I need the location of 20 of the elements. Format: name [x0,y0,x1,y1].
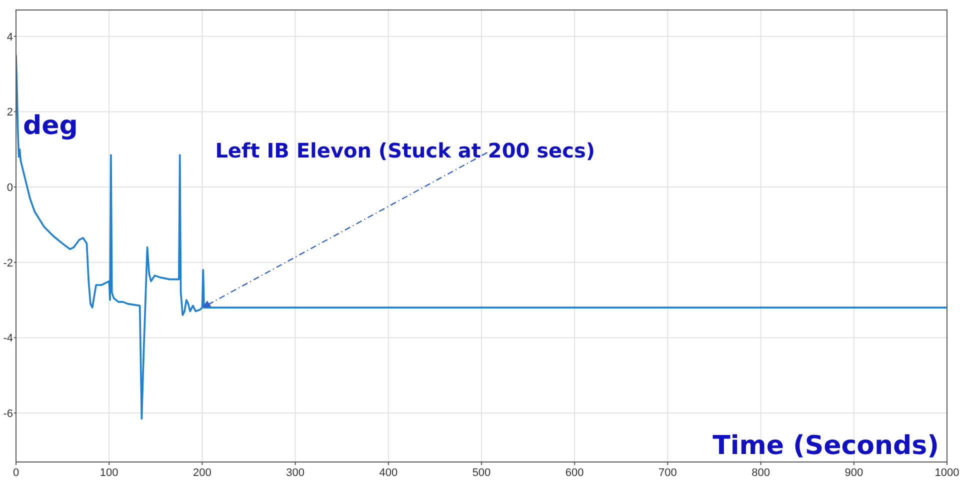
x-tick-label: 200 [193,466,212,479]
x-tick-label: 600 [565,466,584,479]
annotation: Left IB Elevon (Stuck at 200 secs) [215,138,596,163]
x-tick-label: 500 [472,466,491,479]
line-series [16,54,947,420]
x-tick-label: 700 [658,466,677,479]
x-tick-label: 800 [752,466,770,479]
x-tick-label: 300 [286,466,304,479]
y-tick-label: -2 [3,257,13,270]
y-tick-label: -6 [3,408,13,420]
x-tick-label: 1000 [934,466,960,479]
x-tick-label: 100 [100,466,118,479]
y-axis-title: deg [23,111,78,141]
y-tick-label: 0 [6,182,13,194]
y-tick-label: 4 [6,31,13,44]
x-tick-label: 900 [844,466,864,479]
x-axis-title: Time (Seconds) [712,431,939,461]
y-tick-label: 2 [6,106,13,119]
y-tick-label: -4 [3,332,13,345]
x-tick-label: 400 [379,466,398,479]
